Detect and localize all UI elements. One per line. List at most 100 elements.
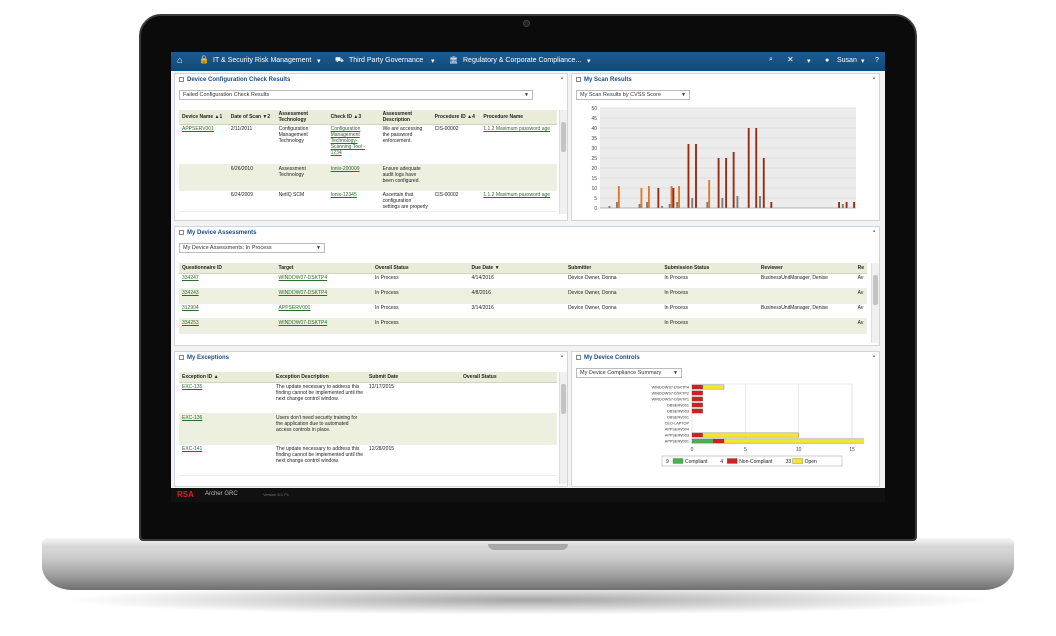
chevron-down-icon: ▾ [431,58,435,65]
nav-item-it-security[interactable]: IT & Security Risk Management [213,57,312,64]
bar [695,144,697,208]
cell [468,318,565,334]
col-submission-status[interactable]: Submission Status [661,263,758,274]
bar [691,432,703,438]
y-tick-label: 0 [594,206,597,212]
panel-title: My Device Controls [576,355,640,361]
chevron-down-icon: ▼ [681,92,686,98]
help-icon[interactable]: ? [875,57,879,64]
check-link[interactable]: Ionix-200009 [330,166,360,172]
scan-results-select[interactable]: My Scan Results by CVSS Score ▼ [576,90,690,100]
config-results-select[interactable]: Failed Configuration Check Results ▼ [179,90,533,100]
check-link[interactable]: Ionix-12345 [330,192,357,198]
cell [460,413,557,445]
cell: Device Owner, Donna [564,303,662,319]
exception-link[interactable]: EXC-141 [182,445,203,452]
bar [702,432,799,438]
cell [480,164,557,191]
exception-link[interactable]: EXC-136 [182,414,203,421]
panel-menu-icon[interactable]: ▪ [872,76,875,82]
bar [713,438,725,444]
cell: We are accessing the password enforcemen… [379,124,432,165]
category-label: CEO-LAPTOP [665,422,690,426]
col-questionnaire-id[interactable]: Questionnaire ID [179,263,276,274]
cell: In Process [372,318,469,334]
questionnaire-link[interactable]: 334253 [182,319,199,326]
col-assessment-tech[interactable]: Assessment Technology [275,110,328,125]
col-procedure-name[interactable]: Procedure Name [480,110,557,125]
cell: Users don't need security training for t… [273,413,366,445]
col-check-id[interactable]: Check ID ▲3 [327,110,380,125]
bar [640,188,643,208]
procedure-link[interactable]: 1.1.2 Maximum password age [483,192,551,198]
tools-icon[interactable]: ✕ [787,55,794,64]
col-re[interactable]: Re [854,263,867,274]
cell: 6/24/2009 [227,190,276,212]
col-due-date[interactable]: Due Date ▼ [468,263,565,274]
col-overall-status[interactable]: Overall Status [372,263,469,274]
col-date-of-scan[interactable]: Date of Scan ▼2 [227,110,276,125]
panel-menu-icon[interactable]: ▪ [560,354,563,360]
scrollbar[interactable] [559,372,567,484]
scrollbar[interactable] [871,263,879,343]
scan-results-chart: 0 5 10 15 20 25 30 35 40 45 50 [591,106,856,212]
panel-menu-icon[interactable]: ▪ [560,76,563,82]
device-link[interactable]: APPSERV001 [182,126,214,132]
bar [838,202,840,208]
bar [691,198,694,208]
col-exception-id[interactable]: Exception ID ▲ [179,372,273,383]
target-link[interactable]: WINDOW07-DSKTP4 [278,274,328,281]
col-target[interactable]: Target [275,263,373,274]
bar [845,202,848,208]
y-tick-label: 25 [591,156,597,162]
cell: Assessment Technology [275,164,328,191]
questionnaire-link[interactable]: 334247 [182,274,199,281]
category-label: WINDOWS7-DSKTP4 [652,386,689,390]
exception-link[interactable]: EXC-135 [182,383,203,390]
bar [723,438,864,444]
cell: 4/14/2016 [468,273,565,289]
panel-menu-icon[interactable]: ▪ [872,354,875,360]
cell [431,164,481,191]
cell: The update necessary to address this fin… [273,382,366,414]
compliance-select[interactable]: My Device Compliance Summary ▼ [576,368,682,378]
col-assessment-desc[interactable]: Assessment Description [379,110,432,125]
col-submitter[interactable]: Submitter [564,263,662,274]
cell [564,318,662,334]
col-submit-date[interactable]: Submit Date [366,372,460,383]
bar [678,186,680,208]
bar [706,202,709,208]
col-device-name[interactable]: Device Name ▲1 [179,110,228,125]
y-tick-label: 20 [591,166,597,172]
user-menu[interactable]: Susan [837,57,857,64]
search-icon[interactable]: ⌕ [769,56,773,63]
category-label: DBSERV001 [667,404,689,408]
questionnaire-link[interactable]: 312904 [182,304,199,311]
col-exception-desc[interactable]: Exception Description [273,372,366,383]
chevron-down-icon: ▾ [317,58,321,65]
bar [755,128,758,208]
table-row: EXC-141 The update necessary to address … [179,444,557,476]
col-overall-status[interactable]: Overall Status [460,372,557,383]
home-icon[interactable]: ⌂ [177,55,183,65]
assessments-select[interactable]: My Device Assessments: In Process ▼ [179,243,325,253]
category-label: APPSERV003 [665,434,689,438]
laptop-notch [488,544,568,550]
cell: Device Owner, Donna [564,288,662,304]
nav-item-third-party[interactable]: Third Party Governance [349,57,424,64]
panel-menu-icon[interactable]: ▪ [872,229,875,235]
target-link[interactable]: APPSERV001 [278,304,311,311]
questionnaire-link[interactable]: 334243 [182,289,199,296]
col-reviewer[interactable]: Reviewer [757,263,855,274]
target-link[interactable]: WINDOW07-DSKTP4 [278,319,328,326]
table-row: 334253 WINDOW07-DSKTP4 In Process In Pro… [179,318,867,334]
col-procedure-id[interactable]: Procedure ID ▲4 [431,110,481,125]
nav-item-regulatory[interactable]: Regulatory & Corporate Compliance... [463,57,582,64]
bar [676,202,679,208]
target-link[interactable]: WINDOW07-DSKTP4 [278,289,328,296]
procedure-link[interactable]: 1.1.2 Maximum password age [483,126,551,132]
cell: In Process [661,288,758,304]
check-link[interactable]: Configuration Management Technology-Scan… [330,126,365,156]
scrollbar[interactable] [559,110,567,214]
x-tick-label: 15 [849,447,855,453]
